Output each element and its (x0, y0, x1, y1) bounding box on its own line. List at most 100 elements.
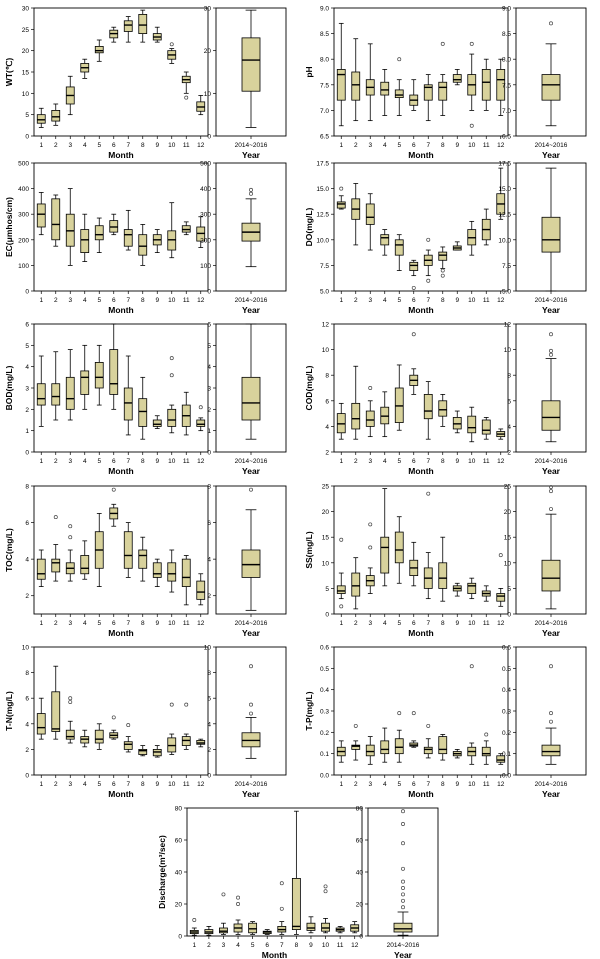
y-axis-label: EC(μmhos/cm) (4, 197, 14, 257)
y-tick-label: 2 (207, 747, 211, 754)
plot-frame (186, 807, 363, 937)
box-month-11 (481, 417, 491, 440)
box-month-5 (94, 344, 104, 406)
outlier-point (440, 273, 445, 278)
y-tick-label: 10 (204, 645, 212, 652)
box-month-2 (51, 194, 61, 247)
box-month-7 (123, 723, 133, 753)
box-iqr (409, 261, 419, 271)
x-tick-label: 1 (192, 942, 196, 949)
box-month-5 (394, 711, 404, 763)
box-iqr (167, 408, 177, 427)
outlier-point (411, 711, 416, 716)
box-month-12 (496, 167, 506, 220)
x-tick-label: 3 (68, 297, 72, 304)
box-month-11 (335, 926, 345, 934)
y-tick-label: 9.0 (320, 6, 329, 13)
box-month-10 (167, 702, 177, 755)
y-tick-label: 0.0 (502, 773, 511, 780)
box-month-12 (196, 95, 206, 116)
x-tick-label: 7 (126, 620, 130, 627)
box-month-2 (51, 665, 61, 740)
y-tick-label: 8.0 (320, 57, 329, 64)
y-tick-label: 0 (25, 450, 29, 457)
x-tick-label: 6 (112, 142, 116, 149)
y-axis-label: pH (304, 66, 314, 77)
box-month-7 (123, 209, 133, 251)
box-summary (241, 323, 261, 440)
box-iqr (394, 239, 404, 256)
box-summary (541, 485, 561, 610)
box-month-1 (336, 740, 346, 763)
box-month-3 (365, 522, 375, 594)
box-month-1 (336, 186, 346, 210)
box-month-7 (423, 74, 433, 122)
outlier-point (111, 487, 116, 492)
box-month-7 (123, 16, 133, 43)
y-tick-label: 100 (18, 263, 29, 270)
box-month-8 (138, 9, 148, 43)
outlier-point (469, 664, 474, 669)
box-month-3 (65, 349, 75, 421)
x-tick-label: 2 (54, 781, 58, 788)
x-tick-label: 5 (97, 297, 101, 304)
box-month-2 (351, 365, 361, 440)
y-tick-label: 8 (207, 670, 211, 677)
y-tick-label: 0 (25, 134, 29, 141)
box-month-5 (394, 57, 404, 116)
outlier-point (549, 711, 553, 716)
x-tick-label: 11 (483, 781, 490, 788)
box-iqr (51, 691, 61, 732)
outlier-point (323, 884, 328, 889)
y-tick-label: 15.0 (316, 186, 329, 193)
y-tick-label: 5.0 (502, 289, 511, 296)
box-iqr (365, 744, 375, 757)
box-month-10 (467, 577, 477, 600)
outlier-point (426, 237, 431, 242)
x-axis-label: Month (408, 466, 434, 476)
box-month-2 (351, 183, 361, 246)
summary-x-axis-label: Year (242, 789, 261, 799)
y-tick-label: 2 (25, 747, 29, 754)
summary-tick-label: 2014~2016 (235, 297, 268, 304)
x-tick-label: 12 (497, 297, 505, 304)
x-tick-label: 1 (339, 620, 343, 627)
box-month-6 (109, 487, 119, 527)
box-iqr (394, 89, 404, 98)
box-month-7 (423, 491, 433, 600)
box-iqr (123, 387, 133, 421)
y-tick-label: 10 (22, 645, 30, 652)
x-tick-label: 10 (168, 142, 176, 149)
y-tick-label: 0 (207, 450, 211, 457)
x-tick-label: 6 (265, 942, 269, 949)
outlier-point (426, 491, 431, 496)
outlier-point (549, 485, 553, 489)
summary-x-axis-label: Year (242, 628, 261, 638)
box-month-6 (109, 715, 119, 740)
y-tick-label: 0.1 (502, 751, 511, 758)
summary-tick-label: 2014~2016 (535, 781, 568, 788)
y-tick-label: 4 (207, 557, 211, 564)
box-month-6 (409, 79, 419, 111)
box-month-11 (181, 555, 191, 606)
x-tick-label: 7 (280, 942, 284, 949)
box-month-1 (36, 192, 46, 236)
outlier-point (426, 278, 431, 283)
x-tick-label: 5 (397, 781, 401, 788)
y-tick-label: 400 (18, 186, 29, 193)
box-month-1 (36, 355, 46, 427)
box-month-9 (452, 69, 462, 86)
box-month-10 (467, 220, 477, 256)
summary-x-axis-label: Year (542, 628, 561, 638)
box-iqr (138, 398, 148, 427)
x-tick-label: 11 (183, 142, 190, 149)
y-tick-label: 4 (25, 364, 29, 371)
y-tick-label: 0.1 (320, 751, 329, 758)
outlier-point (68, 700, 73, 704)
box-summary (541, 332, 561, 443)
chart-panel-1: 6.57.07.58.08.59.01 2 3 4 5 6 7 8 9 10 11 12MonthpH… (304, 6, 587, 160)
y-tick-label: 6 (207, 520, 211, 527)
y-tick-label: 500 (200, 161, 211, 168)
box-month-10 (467, 664, 477, 765)
y-tick-label: 2 (25, 407, 29, 414)
